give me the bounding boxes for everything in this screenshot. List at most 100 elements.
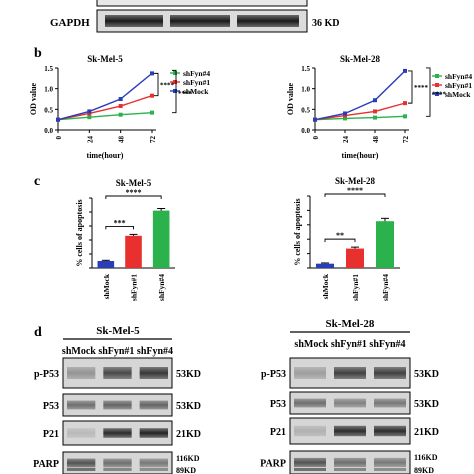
blot-protein-label: PARP bbox=[260, 459, 286, 470]
significance-label: **** bbox=[432, 91, 447, 99]
chart-title: Sk-Mel-5 bbox=[87, 54, 123, 64]
significance-bracket bbox=[105, 225, 134, 230]
x-axis-label: time(hour) bbox=[342, 151, 379, 160]
bar bbox=[346, 248, 364, 268]
significance-label: **** bbox=[178, 90, 193, 98]
blot-band bbox=[67, 367, 96, 379]
y-tick-label: 0.0 bbox=[44, 127, 53, 135]
blot-band bbox=[374, 457, 406, 468]
x-tick-label: 0 bbox=[312, 136, 320, 140]
blot-size-label: 89KD bbox=[414, 466, 434, 474]
x-axis-label: time(hour) bbox=[87, 151, 124, 160]
significance-bracket bbox=[324, 193, 386, 197]
series-line bbox=[314, 115, 406, 121]
blot-band bbox=[139, 400, 168, 410]
blot-protein-label: P21 bbox=[270, 427, 286, 438]
blot-band bbox=[67, 458, 96, 468]
y-tick-label: 0.5 bbox=[44, 106, 53, 114]
series-point bbox=[150, 110, 154, 115]
y-tick-label: 1.5 bbox=[301, 65, 310, 73]
legend-marker bbox=[435, 92, 439, 96]
blot-band bbox=[374, 425, 406, 437]
x-tick-label: shFyn#4 bbox=[157, 274, 166, 301]
x-tick-label: 24 bbox=[342, 136, 350, 144]
blot-band bbox=[334, 457, 366, 468]
blot-band bbox=[103, 428, 132, 438]
blot-size-label: 89KD bbox=[176, 466, 196, 474]
significance-label: **** bbox=[347, 186, 363, 195]
gapdh-band-3 bbox=[237, 15, 299, 27]
legend-marker bbox=[435, 74, 439, 78]
blot-band bbox=[294, 367, 326, 379]
series-point bbox=[118, 97, 123, 101]
blot-band bbox=[103, 367, 132, 379]
series-line bbox=[314, 70, 406, 121]
series-point bbox=[313, 117, 317, 122]
legend-entry: shFyn#4 bbox=[183, 69, 210, 78]
blot-cell-line-title: Sk-Mel-5 bbox=[96, 325, 140, 337]
blot-protein-label: P21 bbox=[43, 429, 59, 440]
series-line bbox=[57, 72, 153, 121]
gapdh-band-2 bbox=[170, 15, 230, 27]
blot-band bbox=[139, 458, 168, 468]
od-chart-sk-mel-28: Sk-Mel-28 0.0 0.5 1.0 1.5 0 24 48 72 time(hour) OD… bbox=[286, 54, 472, 160]
legend-entry: shFyn#1 bbox=[183, 78, 210, 87]
blot-protein-label: PARP bbox=[33, 459, 59, 470]
apoptosis-chart-sk-mel-28: Sk-Mel-28 % cells of apoptosis shMock shFyn… bbox=[293, 176, 400, 301]
x-tick-label: 0 bbox=[55, 136, 63, 140]
series-point bbox=[373, 98, 377, 103]
blot-size-label: 116KD bbox=[176, 454, 200, 463]
series-point bbox=[403, 114, 407, 119]
y-tick-label: 1.0 bbox=[44, 86, 53, 94]
blot-cell-line-title: Sk-Mel-28 bbox=[326, 318, 375, 330]
blot-band-cleaved bbox=[294, 468, 326, 471]
blot-band bbox=[294, 425, 326, 437]
blot-band bbox=[294, 398, 326, 408]
gapdh-blot: GAPDH 36 KD bbox=[50, 0, 340, 33]
blot-band-cleaved bbox=[139, 468, 168, 471]
blot-lane-labels: shMock shFyn#1 shFyn#4 bbox=[294, 339, 405, 350]
x-tick-label: 72 bbox=[149, 136, 157, 144]
legend-marker bbox=[173, 89, 177, 93]
blot-band bbox=[334, 398, 366, 408]
blot-size-label: 53KD bbox=[176, 401, 201, 412]
significance-bracket bbox=[154, 72, 159, 97]
legend-marker bbox=[173, 71, 177, 75]
significance-label: **** bbox=[126, 188, 142, 197]
bar bbox=[316, 263, 334, 268]
x-tick-label: 48 bbox=[118, 136, 126, 144]
series-point bbox=[87, 109, 92, 114]
y-tick-label: 1.5 bbox=[44, 65, 53, 73]
y-tick-label: 0.0 bbox=[301, 127, 310, 135]
blot-band bbox=[139, 428, 168, 438]
legend-marker bbox=[435, 83, 439, 87]
blot-protein-label: p-P53 bbox=[34, 369, 59, 380]
significance-label: *** bbox=[114, 218, 126, 227]
blot-band bbox=[67, 428, 96, 438]
blot-size-label: 21KD bbox=[176, 429, 201, 440]
series-line bbox=[314, 102, 406, 121]
significance-label: ** bbox=[336, 231, 344, 240]
blot-band-cleaved bbox=[67, 468, 96, 471]
y-axis-label: % cells of apoptosis bbox=[75, 199, 84, 266]
legend-entry: shMock bbox=[445, 90, 471, 99]
western-blot-sk-mel-5: Sk-Mel-5 shMock shFyn#1 shFyn#4 p-P53 53KD P… bbox=[33, 325, 201, 474]
bar bbox=[152, 210, 170, 268]
chart-title: Sk-Mel-5 bbox=[116, 178, 152, 188]
series-point bbox=[403, 68, 407, 73]
y-axis-label: OD value bbox=[29, 82, 38, 115]
blot-band-cleaved bbox=[374, 468, 406, 471]
od-chart-sk-mel-5: Sk-Mel-5 0.0 0.5 1.0 1.5 0 24 48 72 time(hour) OD … bbox=[29, 54, 210, 160]
y-tick-label: 1.0 bbox=[301, 86, 310, 94]
series-point bbox=[118, 112, 123, 117]
blot-band bbox=[294, 457, 326, 468]
series-point bbox=[150, 93, 154, 98]
series-point bbox=[118, 104, 123, 109]
significance-bracket bbox=[324, 238, 356, 243]
blot-band bbox=[139, 367, 168, 379]
blot-band bbox=[67, 400, 96, 410]
blot-band bbox=[374, 398, 406, 408]
blot-band-cleaved bbox=[334, 468, 366, 471]
series-point bbox=[373, 109, 377, 114]
series-point bbox=[56, 117, 60, 122]
